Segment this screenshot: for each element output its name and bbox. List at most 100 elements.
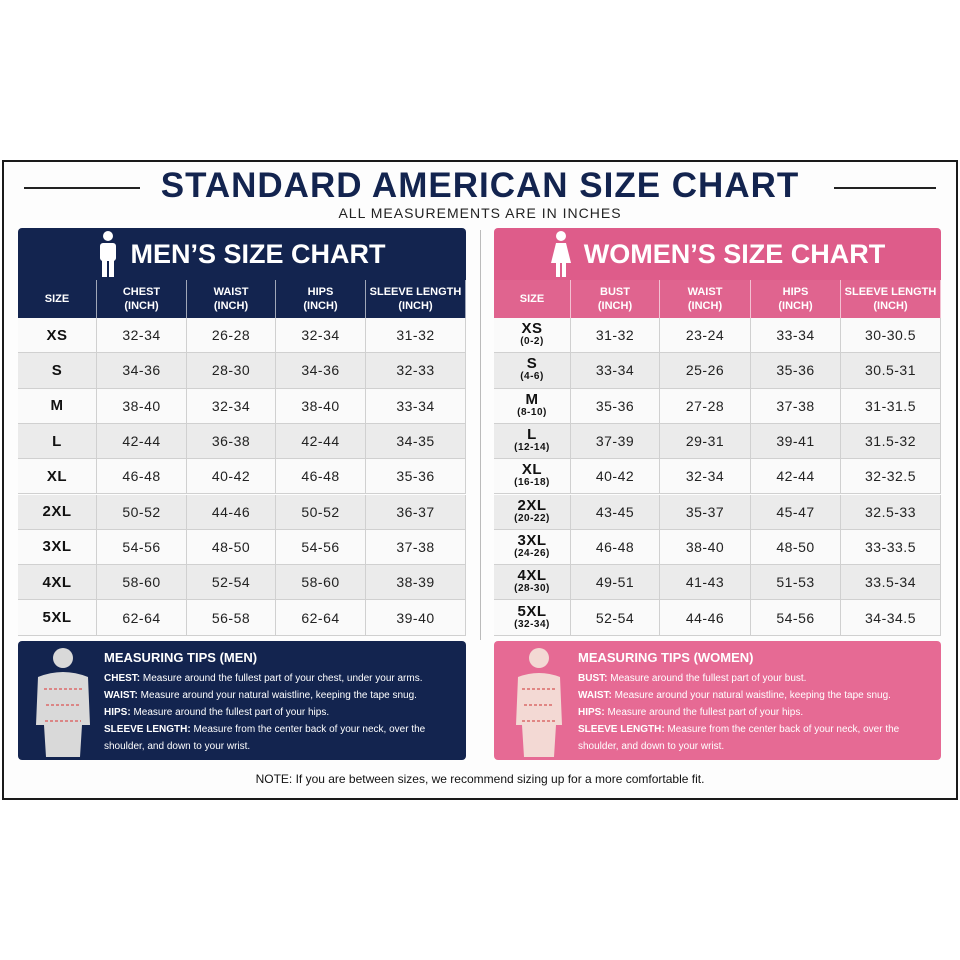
column-name: SLEEVE LENGTH (844, 286, 937, 298)
measurement-cell: 58-60 (276, 565, 366, 601)
tip-term: BUST: (578, 673, 608, 684)
tip-term: HIPS: (104, 707, 131, 718)
subtitle: ALL MEASUREMENTS ARE IN INCHES (338, 205, 622, 221)
measurement-cell: 32-34 (187, 388, 276, 424)
measurement-cell: 48-50 (751, 529, 841, 566)
column-unit: (INCH) (213, 300, 249, 312)
measurement-cell: 32.5-33 (841, 494, 941, 530)
tip-item: WAIST: Measure around your natural waist… (104, 687, 459, 704)
size-fit: (28-30) (514, 583, 550, 595)
tip-item: HIPS: Measure around the fullest part of… (104, 704, 459, 721)
measurement-cell: 32-34 (276, 318, 366, 354)
measurement-cell: 48-50 (187, 529, 276, 566)
tips-list: BUST: Measure around the fullest part of… (578, 670, 933, 755)
size-cell: L (18, 423, 97, 460)
size-label: XS (521, 320, 543, 338)
measurement-cell: 52-54 (187, 565, 276, 601)
size-cell: 4XL (28-30) (494, 565, 571, 601)
measurement-cell: 27-28 (660, 388, 751, 424)
title-rule (834, 187, 936, 189)
measurement-cell: 39-41 (751, 423, 841, 460)
measurement-cell: 32-33 (366, 353, 466, 389)
size-label: S (526, 355, 538, 373)
measurement-cell: 62-64 (276, 600, 366, 636)
measurement-cell: 34-35 (366, 423, 466, 460)
tip-text: Measure around your natural waistline, k… (614, 690, 891, 701)
measurement-cell: 30.5-31 (841, 353, 941, 389)
note: NOTE: If you are between sizes, we recom… (255, 772, 705, 786)
column-unit: (INCH) (124, 300, 159, 312)
measurement-cell: 37-38 (751, 388, 841, 424)
column-name: WAIST (213, 286, 249, 298)
column-header: SIZE (18, 280, 97, 318)
size-fit: (24-26) (514, 547, 550, 559)
size-fit: (0-2) (520, 336, 544, 348)
measurement-cell: 32-32.5 (841, 459, 941, 495)
measurement-cell: 42-44 (97, 423, 187, 460)
size-label: L (527, 426, 537, 444)
measurement-cell: 51-53 (751, 565, 841, 601)
column-header: CHEST (INCH) (97, 280, 187, 318)
measurement-cell: 34-36 (276, 353, 366, 389)
tip-text: Measure from the center back of your nec… (104, 724, 426, 752)
measurement-cell: 31.5-32 (841, 423, 941, 460)
tip-text: Measure from the center back of your nec… (578, 724, 900, 752)
size-label: XL (46, 467, 68, 485)
size-cell: L (12-14) (494, 423, 571, 460)
tips-title: MEASURING TIPS (WOMEN) (578, 650, 754, 665)
measurement-cell: 44-46 (660, 600, 751, 636)
column-unit: (INCH) (398, 300, 433, 312)
column-unit: (INCH) (778, 300, 813, 312)
measurement-cell: 44-46 (187, 494, 276, 530)
measurement-cell: 58-60 (97, 565, 187, 601)
column-unit: (INCH) (303, 300, 338, 312)
size-fit: (32-34) (514, 618, 550, 630)
measurement-cell: 35-36 (571, 388, 660, 424)
measurement-cell: 46-48 (571, 529, 660, 566)
women-title: WOMEN’S SIZE CHART (583, 238, 886, 269)
measurement-cell: 62-64 (97, 600, 187, 636)
column-header: BUST (INCH) (571, 280, 660, 318)
measurement-cell: 35-36 (366, 459, 466, 495)
size-label: 3XL (517, 531, 547, 549)
size-fit: (4-6) (520, 371, 544, 383)
measurement-cell: 42-44 (751, 459, 841, 495)
measurement-cell: 46-48 (276, 459, 366, 495)
size-label: 4XL (42, 573, 72, 591)
size-cell: 5XL (18, 600, 97, 636)
size-fit: (20-22) (514, 512, 550, 524)
size-cell: 3XL (24-26) (494, 529, 571, 566)
measurement-cell: 28-30 (187, 353, 276, 389)
measurement-cell: 38-40 (660, 529, 751, 566)
measurement-cell: 31-32 (366, 318, 466, 354)
size-label: XS (46, 326, 68, 344)
size-cell: XL (18, 459, 97, 495)
column-name: WAIST (687, 286, 723, 298)
tip-text: Measure around the fullest part of your … (607, 707, 804, 718)
measurement-cell: 45-47 (751, 494, 841, 530)
measurement-cell: 31-32 (571, 318, 660, 354)
column-unit: (INCH) (597, 300, 633, 312)
size-label: 3XL (42, 538, 72, 556)
column-name: BUST (600, 286, 630, 298)
measurement-cell: 56-58 (187, 600, 276, 636)
measurement-cell: 32-34 (660, 459, 751, 495)
measurement-cell: 46-48 (97, 459, 187, 495)
men-tips: MEASURING TIPS (MEN) CHEST: Measure arou… (18, 641, 466, 760)
tip-item: HIPS: Measure around the fullest part of… (578, 704, 933, 721)
tip-term: HIPS: (578, 707, 605, 718)
size-label: 4XL (517, 567, 547, 585)
size-cell: M (8-10) (494, 388, 571, 424)
tip-item: BUST: Measure around the fullest part of… (578, 670, 933, 687)
size-cell: M (18, 388, 97, 424)
men-body-figure (36, 648, 90, 757)
man-icon (100, 231, 117, 277)
measurement-cell: 26-28 (187, 318, 276, 354)
measurement-cell: 41-43 (660, 565, 751, 601)
tip-term: CHEST: (104, 673, 141, 684)
measurement-cell: 33-33.5 (841, 529, 941, 566)
measurement-cell: 38-40 (276, 388, 366, 424)
measurement-cell: 38-40 (97, 388, 187, 424)
measurement-cell: 54-56 (276, 529, 366, 566)
tip-text: Measure around the fullest part of your … (133, 707, 330, 718)
